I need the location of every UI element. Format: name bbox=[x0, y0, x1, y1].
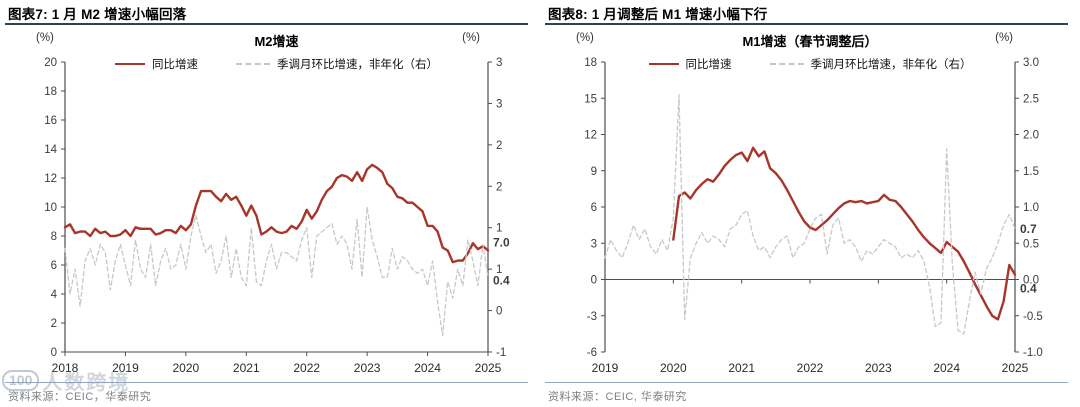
svg-text:2024: 2024 bbox=[933, 361, 960, 375]
svg-text:2020: 2020 bbox=[173, 361, 200, 375]
svg-text:18: 18 bbox=[584, 57, 597, 69]
svg-text:2019: 2019 bbox=[592, 361, 619, 375]
svg-text:2: 2 bbox=[496, 181, 502, 193]
svg-text:16: 16 bbox=[44, 115, 57, 127]
svg-text:2023: 2023 bbox=[865, 361, 892, 375]
svg-text:2025: 2025 bbox=[475, 361, 502, 375]
svg-text:0.4: 0.4 bbox=[493, 273, 510, 287]
svg-text:0: 0 bbox=[496, 306, 502, 318]
svg-text:15: 15 bbox=[584, 93, 597, 105]
figure-title: 图表7: 1 月 M2 增速小幅回落 bbox=[8, 7, 187, 22]
svg-text:2025: 2025 bbox=[1002, 361, 1029, 375]
svg-text:-0.5: -0.5 bbox=[1023, 311, 1043, 323]
svg-text:3.0: 3.0 bbox=[1023, 57, 1039, 69]
header-divider bbox=[545, 23, 1068, 25]
chart-legend: 同比增速 季调月环比增速，非年化（右） bbox=[605, 56, 1015, 72]
figure-panel-m1: 图表8: 1 月调整后 M1 增速小幅下行 (%) M1增速（春节调整后） (%… bbox=[540, 0, 1080, 407]
svg-text:8: 8 bbox=[51, 231, 57, 243]
source-note: 资料来源：CEIC, 华泰研究 bbox=[548, 391, 687, 403]
svg-text:2.5: 2.5 bbox=[1023, 93, 1039, 105]
svg-text:0.4: 0.4 bbox=[1020, 282, 1037, 296]
right-axis-unit: (%) bbox=[462, 32, 480, 44]
svg-text:6: 6 bbox=[591, 202, 597, 214]
svg-text:-6: -6 bbox=[587, 347, 597, 359]
right-axis-unit: (%) bbox=[995, 32, 1013, 44]
legend-label: 同比增速 bbox=[152, 59, 198, 71]
legend-line-dashed-icon bbox=[236, 63, 270, 65]
chart-legend: 同比增速 季调月环比增速，非年化（右） bbox=[65, 56, 488, 72]
footer-divider bbox=[545, 382, 1068, 383]
legend-label: 季调月环比增速，非年化（右） bbox=[277, 59, 438, 71]
left-axis-unit: (%) bbox=[576, 32, 594, 44]
svg-text:2018: 2018 bbox=[52, 361, 79, 375]
svg-text:2024: 2024 bbox=[414, 361, 441, 375]
svg-text:2020: 2020 bbox=[660, 361, 687, 375]
svg-text:0.5: 0.5 bbox=[1023, 238, 1039, 250]
svg-text:7.0: 7.0 bbox=[493, 236, 510, 250]
left-axis-unit: (%) bbox=[36, 32, 54, 44]
figure-title: 图表8: 1 月调整后 M1 增速小幅下行 bbox=[548, 7, 768, 22]
legend-line-dashed-icon bbox=[769, 63, 804, 65]
svg-text:2022: 2022 bbox=[797, 361, 824, 375]
svg-text:12: 12 bbox=[584, 130, 597, 142]
svg-text:3: 3 bbox=[496, 57, 502, 69]
svg-text:4: 4 bbox=[51, 289, 58, 301]
svg-text:2021: 2021 bbox=[233, 361, 260, 375]
svg-text:2: 2 bbox=[51, 318, 57, 330]
svg-text:-1.0: -1.0 bbox=[1023, 347, 1043, 359]
svg-text:10: 10 bbox=[44, 202, 57, 214]
svg-text:2022: 2022 bbox=[293, 361, 320, 375]
footer-divider bbox=[5, 382, 528, 383]
chart-title: M2增速 bbox=[254, 34, 299, 49]
legend-item-mom: 季调月环比增速，非年化（右） bbox=[769, 56, 972, 72]
svg-text:2.0: 2.0 bbox=[1023, 130, 1039, 142]
legend-label: 季调月环比增速，非年化（右） bbox=[810, 59, 972, 71]
source-note: 资料来源：CEIC，华泰研究 bbox=[8, 391, 152, 403]
header-divider bbox=[5, 23, 528, 25]
legend-line-solid-icon bbox=[648, 63, 679, 65]
svg-text:18: 18 bbox=[44, 86, 57, 98]
svg-text:3: 3 bbox=[496, 98, 502, 110]
figure-panel-m2: 图表7: 1 月 M2 增速小幅回落 (%) M2增速 (%) 同比增速 季调月… bbox=[2, 7, 528, 403]
svg-text:6: 6 bbox=[51, 260, 57, 272]
svg-text:1: 1 bbox=[496, 264, 502, 276]
svg-text:0.0: 0.0 bbox=[1023, 275, 1039, 287]
legend-line-solid-icon bbox=[115, 63, 145, 65]
chart-title: M1增速（春节调整后） bbox=[742, 34, 878, 49]
svg-text:9: 9 bbox=[591, 166, 597, 178]
svg-text:2019: 2019 bbox=[112, 361, 139, 375]
legend-item-yoy: 同比增速 bbox=[648, 56, 732, 72]
legend-item-mom: 季调月环比增速，非年化（右） bbox=[236, 56, 438, 72]
svg-text:2: 2 bbox=[496, 140, 502, 152]
svg-text:2023: 2023 bbox=[354, 361, 381, 375]
svg-text:-1: -1 bbox=[496, 347, 506, 359]
legend-label: 同比增速 bbox=[685, 59, 732, 71]
svg-text:0.7: 0.7 bbox=[1020, 222, 1037, 236]
svg-text:20: 20 bbox=[44, 57, 57, 69]
svg-text:1.5: 1.5 bbox=[1023, 166, 1039, 178]
chart-canvas-m1: 18 15 12 9 6 3 0 -3 -6 3.0 2.5 2.0 1.5 1.0 0.5 0.0 -0.5 -… bbox=[584, 57, 1043, 375]
svg-text:3: 3 bbox=[591, 238, 597, 250]
legend-item-yoy: 同比增速 bbox=[115, 56, 198, 72]
svg-text:0: 0 bbox=[51, 347, 57, 359]
svg-text:-3: -3 bbox=[587, 311, 597, 323]
svg-text:0: 0 bbox=[591, 275, 597, 287]
svg-text:1.0: 1.0 bbox=[1023, 202, 1039, 214]
svg-text:12: 12 bbox=[44, 173, 57, 185]
svg-text:2021: 2021 bbox=[728, 361, 755, 375]
svg-text:1: 1 bbox=[496, 223, 502, 235]
svg-text:14: 14 bbox=[44, 144, 57, 156]
